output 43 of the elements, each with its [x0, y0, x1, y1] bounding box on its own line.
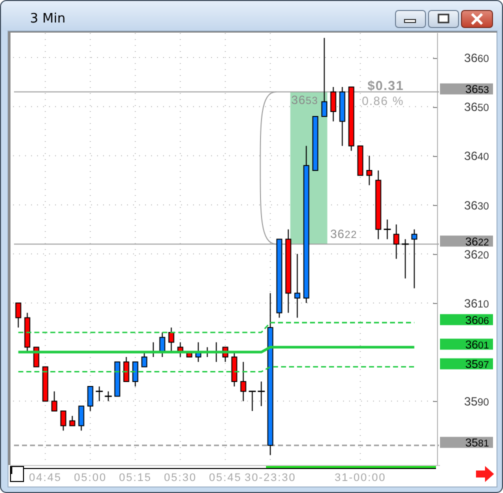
y-tick-label: 3590 — [464, 394, 490, 409]
ref-line-label: 3622 — [330, 227, 358, 242]
candlestick — [159, 332, 166, 358]
y-tick-label: 3660 — [464, 50, 490, 65]
y-tick-label: 3640 — [464, 149, 490, 164]
y-tick-label: 3620 — [464, 247, 490, 262]
candlestick — [141, 352, 148, 368]
candlestick — [294, 253, 300, 318]
candlestick — [132, 361, 138, 387]
x-tick-label: 05:30 — [164, 472, 197, 484]
candlestick — [240, 361, 246, 402]
candlestick — [78, 406, 84, 432]
candlestick — [15, 302, 22, 328]
x-tick-label: 30-23:30 — [244, 472, 296, 484]
y-tick-label: 3630 — [464, 198, 490, 212]
x-tick-label: 05:00 — [74, 472, 107, 484]
ref-line-label: 3653 — [291, 92, 318, 107]
chart-title: 3 Min — [30, 12, 66, 27]
candlestick — [366, 155, 372, 186]
x-tick-label: 05:45 — [209, 472, 242, 484]
candlestick — [60, 410, 66, 432]
x-tick-label: 31-00:00 — [334, 472, 386, 484]
y-tick-label: 3610 — [464, 296, 490, 310]
ref-line-label: 3581 — [465, 438, 490, 450]
x-tick-label: 04:45 — [29, 472, 62, 484]
annotation: $0.31 — [367, 78, 404, 93]
candlestick — [321, 37, 328, 117]
text: 3622 — [465, 236, 489, 248]
y-tick-label: 3650 — [464, 100, 490, 114]
candlestick — [123, 356, 130, 382]
candlestick — [411, 228, 418, 289]
text: 3653 — [465, 84, 490, 96]
candlestick — [69, 415, 76, 426]
candlestick — [330, 86, 336, 122]
annotation: 0.86 % — [362, 94, 404, 108]
text: 3606 — [465, 314, 490, 327]
text: 3597 — [465, 359, 489, 372]
candlestick — [51, 390, 58, 412]
text: 3601 — [465, 339, 490, 352]
x-tick-label: 05:15 — [119, 472, 152, 484]
candlestick — [168, 327, 174, 353]
candlestick — [87, 386, 94, 412]
candlestick — [393, 224, 400, 260]
